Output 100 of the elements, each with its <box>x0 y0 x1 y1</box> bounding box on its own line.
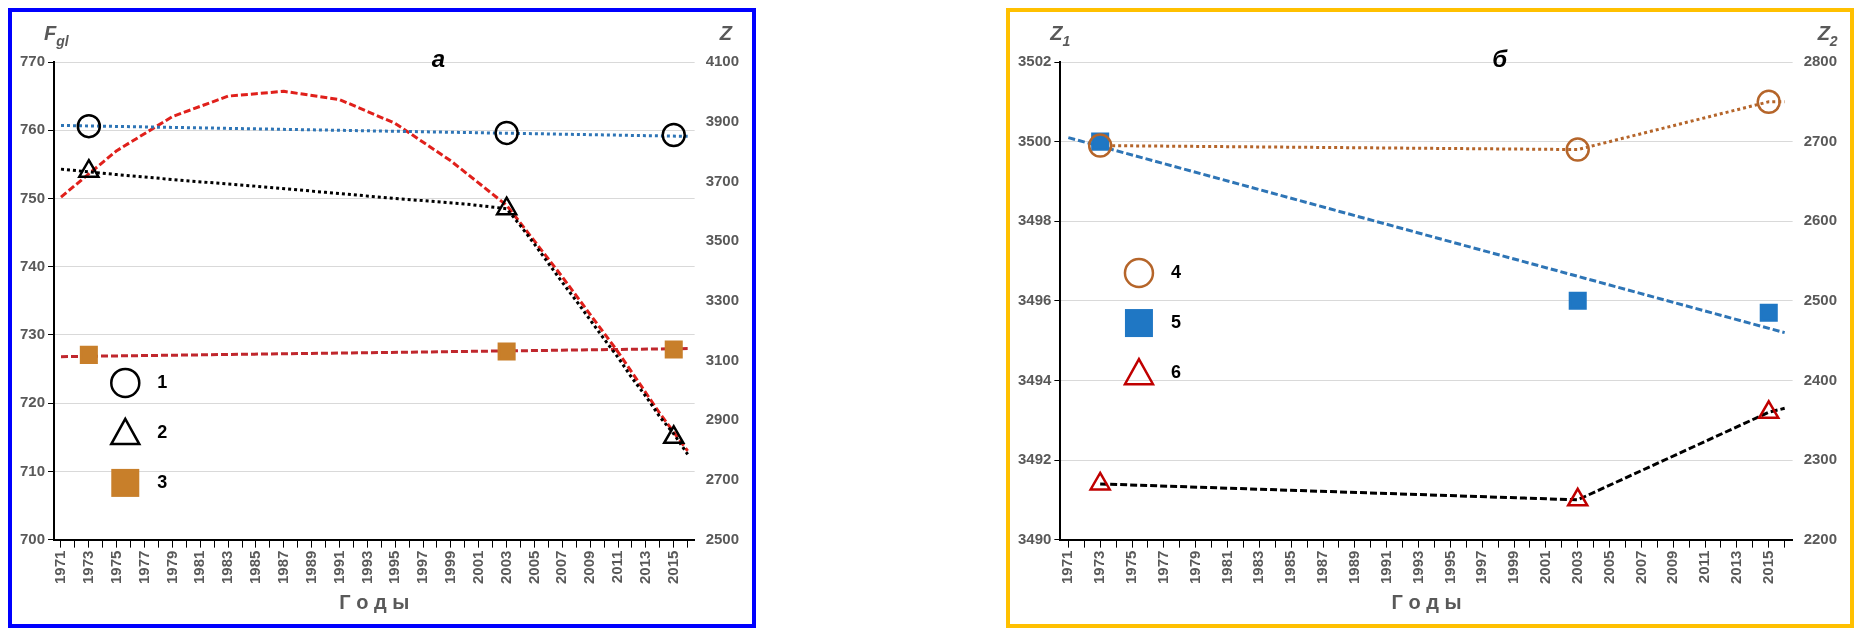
x-tick-label: 2009 <box>580 550 598 585</box>
y-tick-label: 3492 <box>1017 450 1052 468</box>
x-tick-label: 1985 <box>246 550 264 585</box>
y2-tick-label: 2800 <box>1803 52 1838 70</box>
x-tick-label: 1993 <box>1408 550 1426 585</box>
point <box>1565 137 1590 162</box>
y2-tick-label: 3500 <box>705 231 740 249</box>
y2-tick-label: 2500 <box>705 529 740 547</box>
y-tick-label: 3502 <box>1017 52 1052 70</box>
x-tick-label: 2007 <box>552 550 570 585</box>
x-tick-label: 1981 <box>190 550 208 585</box>
x-tick-label: 2003 <box>1567 550 1585 585</box>
x-tick-label: 1985 <box>1281 550 1299 585</box>
x-tick-label: 2005 <box>524 550 542 585</box>
y-tick-label: 710 <box>20 461 46 479</box>
y2-tick-label: 2200 <box>1803 529 1838 547</box>
legend-label: 1 <box>157 371 168 392</box>
point <box>662 425 685 445</box>
x-tick-label: 1995 <box>1440 550 1458 585</box>
x-tick-label: 1971 <box>51 550 69 585</box>
x-tick-label: 1975 <box>106 550 124 585</box>
y-tick-label: 760 <box>20 120 46 138</box>
x-tick-label: 1995 <box>385 550 403 585</box>
x-axis-title: Г о д ы <box>339 590 410 613</box>
x-tick-label: 1981 <box>1217 550 1235 585</box>
y-tick-label: 700 <box>20 529 46 547</box>
y-tick-label: 750 <box>20 188 46 206</box>
legend-label: 5 <box>1170 312 1181 333</box>
x-tick-label: 1993 <box>357 550 375 585</box>
point <box>1089 471 1111 491</box>
x-tick-label: 2003 <box>496 550 514 585</box>
x-tick-label: 1989 <box>301 550 319 585</box>
x-tick-label: 2015 <box>663 550 681 585</box>
x-tick-label: 1979 <box>162 550 180 585</box>
y2-tick-label: 3700 <box>705 171 740 189</box>
y-tick-label: 3500 <box>1017 131 1052 149</box>
x-axis-title: Г о д ы <box>1391 590 1462 613</box>
x-tick-label: 1991 <box>329 550 347 585</box>
line-series <box>59 89 690 453</box>
point <box>1757 400 1780 420</box>
y2-tick-label: 2300 <box>1803 450 1838 468</box>
x-tick-label: 2001 <box>468 550 486 585</box>
y2-tick-label: 4100 <box>705 52 740 70</box>
chart-title: a <box>431 45 446 72</box>
point <box>495 196 518 216</box>
legend-label: 3 <box>157 471 168 492</box>
x-tick-label: 2007 <box>1631 550 1649 585</box>
y2-tick-label: 3900 <box>705 111 740 129</box>
y2-axis-title: Z <box>718 22 733 44</box>
y2-tick-label: 2700 <box>1803 131 1838 149</box>
y2-tick-label: 2900 <box>705 410 740 428</box>
point <box>76 113 102 139</box>
x-tick-label: 1973 <box>78 550 96 585</box>
x-tick-label: 2013 <box>636 550 654 585</box>
y-tick-label: 3496 <box>1017 290 1052 308</box>
x-tick-label: 2005 <box>1599 550 1617 585</box>
x-tick-label: 2015 <box>1758 550 1776 585</box>
x-tick-label: 1973 <box>1090 550 1108 585</box>
point <box>1087 133 1113 158</box>
y2-tick-label: 3100 <box>705 350 740 368</box>
x-tick-label: 1979 <box>1185 550 1203 585</box>
point <box>661 122 686 148</box>
legend-label: 6 <box>1170 362 1181 383</box>
y-tick-label: 720 <box>20 393 46 411</box>
y-tick-label: 770 <box>20 52 46 70</box>
y2-tick-label: 3300 <box>705 290 740 308</box>
point <box>1568 291 1587 310</box>
x-tick-label: 1975 <box>1122 550 1140 585</box>
x-tick-label: 1977 <box>1153 550 1171 585</box>
x-tick-label: 2013 <box>1727 550 1745 585</box>
point <box>1566 487 1589 507</box>
x-tick-label: 1977 <box>134 550 152 585</box>
x-tick-label: 2011 <box>608 550 626 584</box>
legend-label: 4 <box>1170 262 1181 283</box>
x-tick-label: 2001 <box>1536 550 1554 585</box>
x-tick-label: 1997 <box>413 550 431 585</box>
x-tick-label: 1983 <box>1249 550 1267 585</box>
y2-tick-label: 2400 <box>1803 370 1838 388</box>
y2-tick-label: 2600 <box>1803 211 1838 229</box>
x-tick-label: 1987 <box>273 550 291 585</box>
chart-title: б <box>1492 45 1509 72</box>
y-tick-label: 3494 <box>1017 370 1053 388</box>
x-tick-label: 2009 <box>1663 550 1681 585</box>
y-tick-label: 740 <box>20 256 46 274</box>
x-tick-label: 1971 <box>1058 550 1076 585</box>
x-tick-label: 2011 <box>1695 550 1713 584</box>
point <box>494 120 519 146</box>
x-tick-label: 1999 <box>441 550 459 585</box>
legend-label: 2 <box>157 421 168 442</box>
point <box>1756 89 1781 115</box>
x-tick-label: 1991 <box>1376 550 1394 585</box>
y-tick-label: 3490 <box>1017 529 1052 547</box>
point <box>1759 303 1778 322</box>
y2-tick-label: 2700 <box>705 470 740 488</box>
x-tick-label: 1997 <box>1472 550 1490 585</box>
x-tick-label: 1999 <box>1504 550 1522 585</box>
y2-tick-label: 2500 <box>1803 290 1838 308</box>
x-tick-label: 1987 <box>1313 550 1331 585</box>
y-tick-label: 3498 <box>1017 211 1052 229</box>
x-tick-label: 1989 <box>1345 550 1363 585</box>
